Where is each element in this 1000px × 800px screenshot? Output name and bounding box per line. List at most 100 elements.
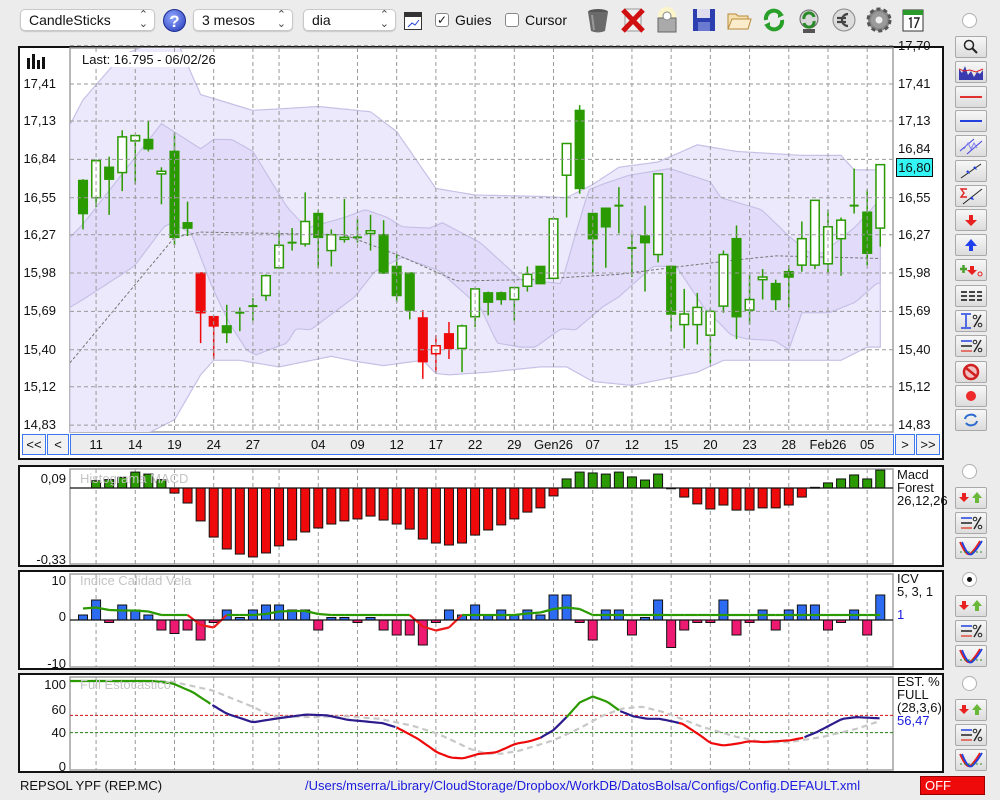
candle xyxy=(875,163,886,247)
candle xyxy=(574,105,585,194)
date-axis-label: 07 xyxy=(585,437,600,452)
macd-bar xyxy=(653,473,664,489)
macd-bar xyxy=(796,487,807,498)
sell-arrow-button[interactable] xyxy=(955,209,987,231)
inner-bollinger-band xyxy=(70,122,881,356)
bar-chart-icon[interactable] xyxy=(26,52,48,70)
interval-select[interactable]: dia ⌃ ⌄ xyxy=(303,9,396,31)
candle xyxy=(182,201,193,237)
recycle-update-icon[interactable] xyxy=(795,6,823,34)
blue-horizontal-line-button[interactable] xyxy=(955,110,987,132)
save-icon[interactable] xyxy=(690,6,718,34)
candle-body xyxy=(274,244,285,269)
icv-panel-radio[interactable] xyxy=(962,572,977,587)
macd-oscillator-button[interactable] xyxy=(955,537,987,559)
red-down-arrow-icon xyxy=(965,215,977,226)
nav-next-button[interactable]: > xyxy=(895,434,915,455)
help-button[interactable]: ? xyxy=(163,9,186,32)
nav-first-button[interactable]: << xyxy=(22,434,46,455)
chart-window-icon[interactable] xyxy=(404,12,422,30)
sigma-trendline-button[interactable] xyxy=(955,185,987,207)
icv-bar xyxy=(91,599,102,621)
status-off-indicator[interactable]: OFF xyxy=(920,776,985,795)
guides-checkbox[interactable]: ✓ xyxy=(435,13,449,27)
date-axis-label: 29 xyxy=(507,437,522,452)
lamp-icon[interactable] xyxy=(653,6,681,34)
chart-type-select[interactable]: CandleSticks ⌃ ⌄ xyxy=(20,9,155,31)
plot-area xyxy=(69,676,894,771)
macd-bar xyxy=(483,487,494,531)
candle-body xyxy=(417,317,428,363)
price-axis-label-right: 14,83 xyxy=(898,417,931,433)
macd-bar xyxy=(352,487,363,520)
icv-bar xyxy=(796,604,807,621)
icv-bar xyxy=(666,619,677,648)
sync-button[interactable] xyxy=(955,409,987,431)
blue-up-arrow-icon xyxy=(965,239,977,251)
main-chart-radio[interactable] xyxy=(962,13,977,28)
stochastic-levels-button[interactable] xyxy=(955,724,987,746)
record-button[interactable] xyxy=(955,385,987,407)
trendline-icon xyxy=(960,163,982,179)
price-axis-label-left: 15,12 xyxy=(23,378,56,394)
icv-bar xyxy=(182,619,193,631)
oscillator-wave-icon xyxy=(959,752,983,768)
icv-bar xyxy=(378,619,389,631)
stochastic-value: 56,47 xyxy=(897,713,930,728)
open-folder-icon[interactable] xyxy=(725,6,753,34)
range-percent-button[interactable] xyxy=(955,310,987,332)
macd-panel-radio[interactable] xyxy=(962,464,977,479)
dashed-lines-icon xyxy=(961,291,982,301)
refresh-icon[interactable] xyxy=(760,6,788,34)
clear-button[interactable] xyxy=(955,361,987,383)
channel-button[interactable] xyxy=(955,135,987,157)
delete-x-icon[interactable] xyxy=(619,6,647,34)
euro-icon[interactable] xyxy=(830,6,858,34)
icv-bar xyxy=(548,594,559,621)
macd-bar xyxy=(430,487,441,544)
volume-chart-button[interactable] xyxy=(955,61,987,83)
icv-signals-button[interactable] xyxy=(955,595,987,617)
gear-icon[interactable] xyxy=(865,6,893,34)
icv-bar xyxy=(404,619,415,636)
candle xyxy=(522,266,533,292)
stochastic-axis-label: 40 xyxy=(51,725,66,740)
trash-icon[interactable] xyxy=(584,6,612,34)
candle xyxy=(77,179,89,230)
icv-bar xyxy=(822,619,833,631)
nav-prev-button[interactable]: < xyxy=(47,434,69,455)
icv-levels-button[interactable] xyxy=(955,620,987,642)
calendar-icon[interactable] xyxy=(899,6,927,34)
lines-percent-button[interactable] xyxy=(955,335,987,357)
period-select[interactable]: 3 mesos ⌃ ⌄ xyxy=(193,9,293,31)
date-axis-label: 14 xyxy=(128,437,143,452)
macd-bar xyxy=(849,474,860,489)
icv-oscillator-button[interactable] xyxy=(955,645,987,667)
config-path-link[interactable]: /Users/mserra/Library/CloudStorage/Dropb… xyxy=(305,778,861,793)
cursor-checkbox[interactable] xyxy=(505,13,519,27)
symbol-label: REPSOL YPF (REP.MC) xyxy=(20,778,163,793)
stochastic-oscillator-button[interactable] xyxy=(955,749,987,771)
macd-bar xyxy=(208,487,219,538)
nav-last-button[interactable]: >> xyxy=(916,434,940,455)
date-scrollbar[interactable] xyxy=(70,434,894,455)
zoom-button[interactable] xyxy=(955,36,987,58)
red-horizontal-line-button[interactable] xyxy=(955,86,987,108)
macd-signals-button[interactable] xyxy=(955,487,987,509)
buy-arrow-button[interactable] xyxy=(955,234,987,256)
price-axis-label-left: 15,69 xyxy=(23,303,56,319)
candle-body xyxy=(443,333,455,350)
stochastic-d-line xyxy=(70,679,881,755)
macd-bar xyxy=(443,487,454,546)
icv-bar xyxy=(78,614,88,621)
icv-signal-segment xyxy=(82,606,97,610)
candle xyxy=(300,192,311,247)
trendline-button[interactable] xyxy=(955,160,987,182)
dashes-button[interactable] xyxy=(955,285,987,307)
add-signal-button[interactable] xyxy=(955,259,987,281)
macd-levels-button[interactable] xyxy=(955,512,987,534)
candle-body xyxy=(143,138,154,150)
stochastic-signals-button[interactable] xyxy=(955,699,987,721)
guides-label: Guies xyxy=(455,12,492,28)
stochastic-panel-radio[interactable] xyxy=(962,676,977,691)
